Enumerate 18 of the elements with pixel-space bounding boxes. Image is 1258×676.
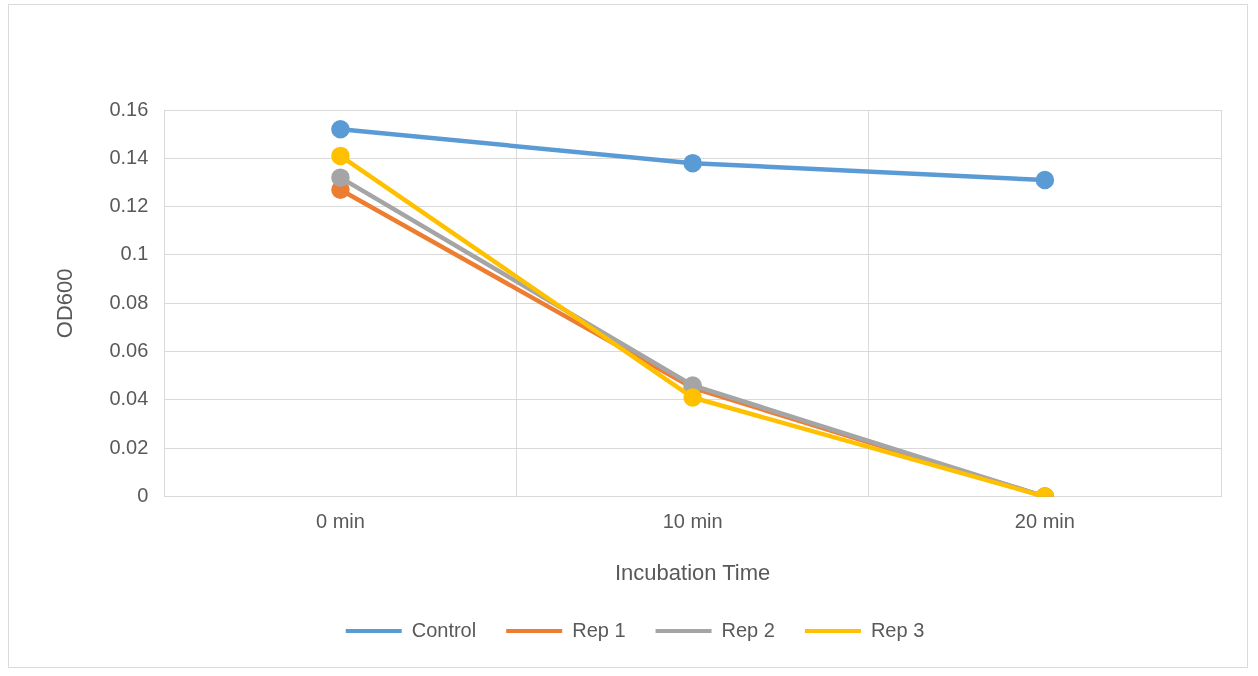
legend-label: Rep 1 <box>572 618 626 641</box>
y-tick-label: 0.06 <box>109 339 149 362</box>
legend-label: Rep 3 <box>870 618 925 641</box>
x-axis-title: Incubation Time <box>615 559 771 585</box>
legend-label: Rep 2 <box>721 618 775 641</box>
x-tick-label: 10 min <box>662 510 723 533</box>
y-axis-title: OD600 <box>52 268 78 339</box>
y-tick-label: 0.12 <box>109 194 149 217</box>
y-tick-label: 0.08 <box>109 290 149 313</box>
y-tick-label: 0.16 <box>109 97 149 120</box>
y-tick-label: 0.02 <box>109 435 149 458</box>
y-tick-label: 0 <box>137 484 149 507</box>
y-tick-label: 0.1 <box>120 242 149 265</box>
x-tick-label: 0 min <box>315 510 365 533</box>
x-tick-label: 20 min <box>1014 510 1075 533</box>
legend-label: Control <box>411 618 477 641</box>
y-tick-label: 0.14 <box>109 145 149 168</box>
y-tick-label: 0.04 <box>109 387 149 410</box>
